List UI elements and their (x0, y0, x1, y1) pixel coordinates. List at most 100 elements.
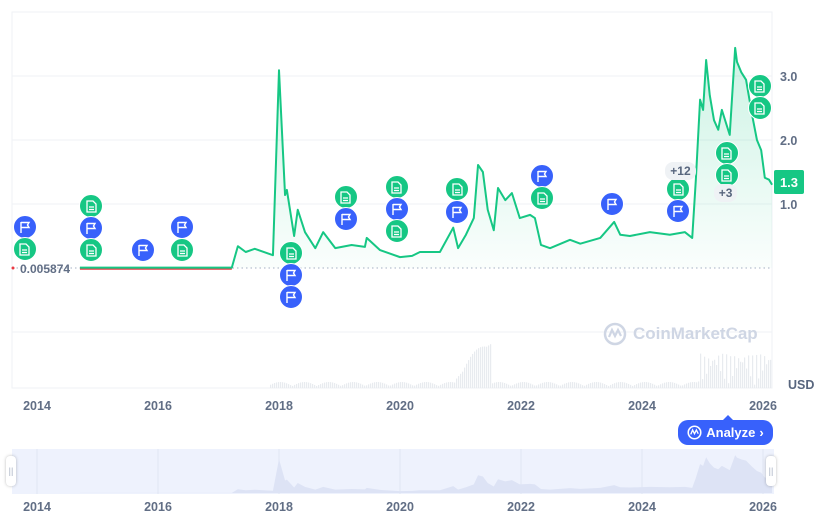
volume-bar (302, 382, 304, 388)
volume-bar (350, 382, 352, 388)
volume-bar (590, 383, 592, 388)
analyze-button[interactable]: Analyze › (678, 415, 773, 445)
volume-bar (286, 383, 288, 388)
news-document-icon[interactable] (747, 96, 772, 120)
volume-bar (518, 382, 520, 388)
volume-bar (728, 383, 730, 388)
volume-bar (480, 347, 482, 388)
volume-bar (354, 382, 356, 388)
more-events-badge[interactable]: +12 (665, 162, 696, 180)
volume-bar (574, 382, 576, 388)
event-flag-icon[interactable] (79, 216, 104, 240)
navigator-x-tick-label: 2016 (144, 500, 172, 514)
volume-bar (320, 384, 322, 388)
coinmarketcap-logo-icon (603, 322, 627, 346)
volume-bar (608, 385, 610, 388)
news-document-icon[interactable] (279, 241, 304, 265)
event-flag-icon[interactable] (279, 263, 304, 287)
volume-bar (630, 384, 632, 388)
news-document-icon[interactable] (384, 175, 409, 199)
event-flag-icon[interactable] (130, 238, 155, 262)
volume-bar (496, 382, 498, 388)
news-document-icon[interactable] (384, 219, 409, 243)
more-events-badge[interactable]: +3 (713, 184, 738, 202)
volume-bar (564, 383, 566, 388)
news-document-icon[interactable] (12, 237, 37, 261)
watermark-text: CoinMarketCap (633, 324, 758, 343)
volume-bar (404, 382, 406, 388)
volume-bar (690, 382, 692, 388)
volume-bar (586, 384, 588, 388)
volume-bar (606, 385, 608, 388)
news-document-icon[interactable] (79, 194, 104, 218)
event-flag-icon[interactable] (279, 285, 304, 309)
volume-bar (312, 383, 314, 388)
x-tick-label: 2022 (507, 399, 535, 413)
volume-bar (702, 379, 704, 388)
x-tick-label: 2014 (23, 399, 51, 413)
volume-bar (334, 383, 336, 388)
volume-bar (638, 383, 640, 388)
y-tick-label: 3.0 (780, 70, 797, 84)
volume-bar (648, 382, 650, 388)
volume-bar (686, 383, 688, 388)
volume-bar (344, 384, 346, 388)
volume-bar (282, 382, 284, 388)
event-flag-icon[interactable] (599, 192, 624, 216)
volume-bar (556, 384, 558, 388)
event-flag-icon[interactable] (384, 197, 409, 221)
event-flag-icon[interactable] (12, 215, 37, 239)
volume-bar (330, 382, 332, 388)
volume-bar (666, 382, 668, 388)
y-tick-label: 1.0 (780, 198, 797, 212)
volume-bar (596, 382, 598, 388)
volume-bar (328, 382, 330, 388)
volume-bar (766, 364, 768, 388)
volume-bar (698, 381, 700, 388)
volume-bar (768, 360, 770, 388)
volume-bar (384, 383, 386, 388)
news-document-icon[interactable] (747, 74, 772, 98)
volume-bar (522, 382, 524, 388)
volume-bar (410, 384, 412, 388)
volume-bar (326, 382, 328, 388)
event-flag-icon[interactable] (333, 207, 358, 231)
event-flag-icon[interactable] (445, 200, 470, 224)
navigator-left-handle[interactable]: || (6, 456, 16, 486)
volume-bar (304, 382, 306, 388)
volume-bar (626, 383, 628, 388)
volume-bar (650, 383, 652, 388)
volume-bar (414, 385, 416, 388)
volume-bar (576, 382, 578, 388)
event-flag-icon[interactable] (530, 164, 555, 188)
volume-bar (736, 368, 738, 388)
navigator-x-tick-label: 2014 (23, 500, 51, 514)
volume-bar (540, 383, 542, 388)
volume-bar (500, 382, 502, 388)
volume-bar (696, 382, 698, 388)
volume-bar (734, 356, 736, 388)
volume-bar (516, 383, 518, 388)
news-document-icon[interactable] (714, 141, 739, 165)
news-document-icon[interactable] (170, 238, 195, 262)
volume-bar (504, 382, 506, 388)
news-document-icon[interactable] (79, 238, 104, 262)
volume-bar (314, 384, 316, 388)
x-tick-label: 2026 (749, 399, 777, 413)
news-document-icon[interactable] (333, 185, 358, 209)
volume-bar (742, 362, 744, 388)
navigator-x-tick-label: 2026 (749, 500, 777, 514)
volume-bar (324, 382, 326, 388)
analyze-label: Analyze (706, 425, 756, 440)
navigator-right-handle[interactable]: || (766, 456, 776, 486)
news-document-icon[interactable] (530, 186, 555, 210)
event-flag-icon[interactable] (666, 199, 691, 223)
volume-bar (678, 384, 680, 388)
volume-bar (508, 384, 510, 388)
event-flag-icon[interactable] (170, 215, 195, 239)
volume-bar (406, 382, 408, 388)
volume-bar (370, 383, 372, 388)
volume-bar (746, 368, 748, 388)
volume-bar (566, 382, 568, 388)
